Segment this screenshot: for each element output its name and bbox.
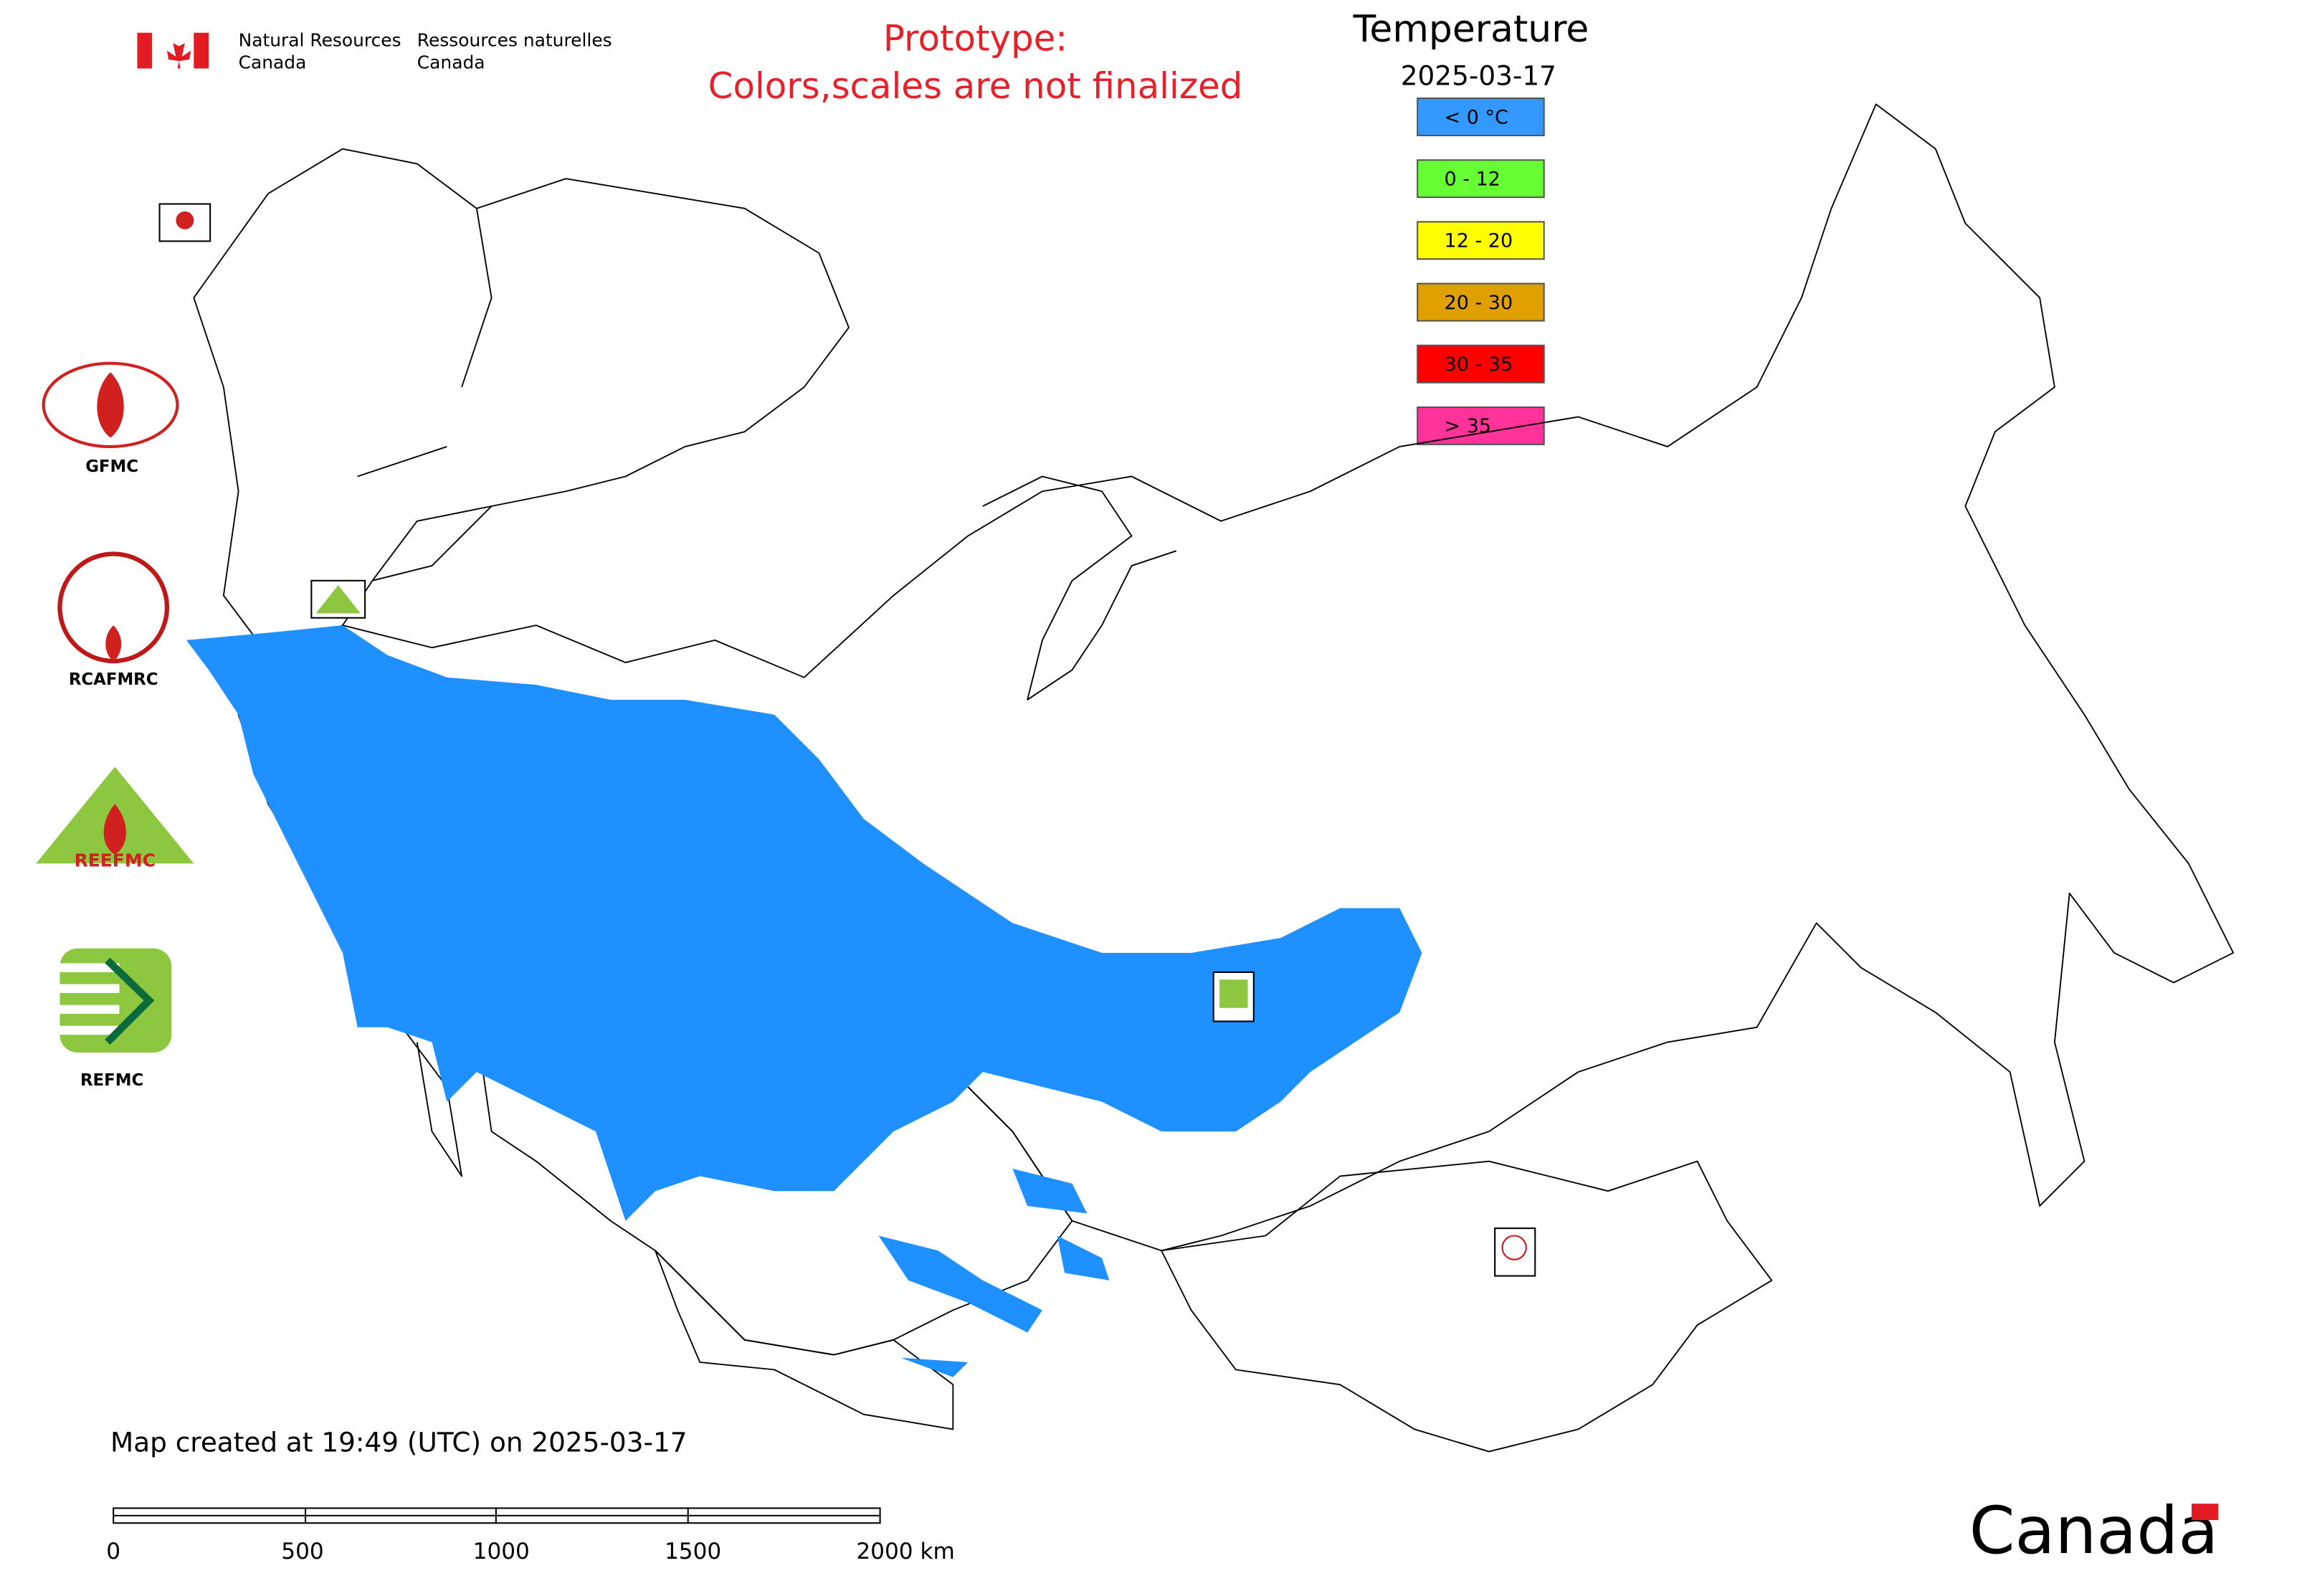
scale-label: 0 — [106, 1539, 120, 1564]
legend-label: > 35 — [1445, 415, 1492, 437]
canada-wordmark: Canada — [1969, 1492, 2219, 1569]
agency-en-2: Canada — [239, 52, 307, 73]
legend-swatch — [1417, 98, 1545, 136]
logo-label: REEFMC — [75, 850, 156, 871]
legend-swatch — [1417, 221, 1545, 260]
legend-label: 0 - 12 — [1445, 168, 1500, 191]
map-created-note: Map created at 19:49 (UTC) on 2025-03-17 — [110, 1427, 687, 1458]
scale-label: 2000 km — [856, 1539, 954, 1564]
gfmc-logo — [42, 361, 179, 449]
notice-line1: Prototype: — [883, 18, 1067, 60]
legend-swatch — [1417, 344, 1545, 384]
legend-label: 30 - 35 — [1445, 353, 1513, 376]
map-markers — [158, 203, 1536, 1277]
agency-fr-1: Ressources naturelles — [417, 29, 612, 50]
legend-swatch — [1417, 282, 1545, 322]
rcafmrc-logo — [57, 551, 170, 664]
scale-label: 1500 — [665, 1539, 721, 1564]
refmc-logo — [60, 948, 172, 1053]
legend-swatch — [1417, 159, 1545, 199]
scale-label: 1000 — [473, 1539, 530, 1564]
legend-date: 2025-03-17 — [1401, 60, 1556, 91]
agency-en-1: Natural Resources — [239, 29, 401, 50]
legend-label: 12 - 20 — [1445, 230, 1513, 252]
scale-label: 500 — [281, 1539, 323, 1564]
logo-label: GFMC — [85, 457, 138, 476]
logo-label: REFMC — [80, 1071, 143, 1090]
legend-label: 20 - 30 — [1445, 292, 1513, 314]
scale-bar — [113, 1507, 881, 1524]
legend-title: Temperature — [1353, 8, 1589, 51]
scale-labels: 0 500 1000 1500 2000 km — [106, 1539, 955, 1564]
reefmc-logo — [36, 766, 194, 864]
legend-label: < 0 °C — [1445, 106, 1508, 128]
legend: < 0 °C 0 - 12 12 - 20 20 - 30 30 - 35 > 35 — [1417, 98, 1545, 445]
temperature-area-patches — [878, 1169, 1110, 1377]
temperature-area — [186, 625, 1422, 1221]
agency-fr-2: Canada — [417, 52, 485, 73]
notice-line2: Colors,scales are not finalized — [708, 65, 1243, 107]
wordmark-flag — [2191, 1504, 2219, 1521]
logo-label: RCAFMRC — [69, 670, 158, 689]
canada-flag — [137, 32, 209, 69]
